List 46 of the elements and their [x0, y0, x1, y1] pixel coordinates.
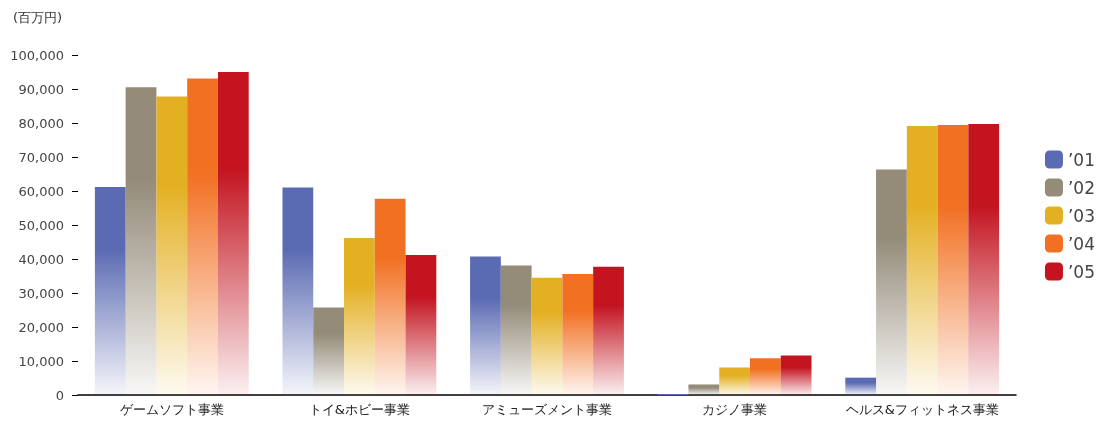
legend-label: ’04: [1067, 233, 1096, 254]
y-tick-label: 40,000: [18, 251, 64, 267]
y-tick-label: 20,000: [18, 319, 64, 335]
y-axis-title: (百万円): [13, 10, 63, 25]
bar: [125, 87, 157, 395]
legend-label: ’03: [1067, 205, 1096, 226]
bar: [374, 198, 406, 395]
y-tick-label: 80,000: [18, 115, 64, 131]
bar: [876, 169, 907, 395]
legend-label: ’05: [1067, 261, 1096, 282]
bar: [344, 237, 375, 395]
y-tick-label: 70,000: [18, 149, 64, 165]
legend-label: ’01: [1067, 149, 1096, 170]
bar: [156, 96, 188, 395]
y-tick-label: 90,000: [18, 81, 64, 97]
bar: [405, 254, 437, 395]
y-tick-label: 60,000: [18, 183, 64, 199]
bar: [968, 124, 1000, 395]
bar: [94, 186, 126, 395]
x-tick-label: トイ&ホビー事業: [308, 402, 410, 417]
bar: [187, 78, 218, 395]
bar: [313, 307, 345, 395]
y-tick-label: 100,000: [10, 47, 64, 63]
x-tick-label: アミューズメント事業: [482, 402, 612, 417]
bar: [845, 377, 877, 395]
bar: [217, 72, 249, 395]
bar: [562, 273, 594, 395]
bar: [719, 367, 750, 395]
y-tick-label: 50,000: [18, 217, 64, 233]
bar: [593, 266, 624, 395]
bar: [470, 256, 501, 395]
x-tick-label: ヘルス&フィットネス事業: [845, 402, 999, 417]
y-tick-label: 30,000: [18, 285, 64, 301]
bar: [937, 125, 969, 395]
x-tick-label: カジノ事業: [702, 402, 768, 417]
bar: [282, 187, 314, 395]
bar: [500, 265, 532, 395]
x-tick-label: ゲームソフト事業: [119, 402, 224, 417]
legend-label: ’02: [1067, 177, 1096, 198]
y-tick-label: 10,000: [18, 353, 64, 369]
bar: [531, 277, 563, 395]
bar: [780, 355, 812, 395]
bar: [749, 358, 781, 395]
bar: [906, 126, 938, 395]
y-tick-label: 0: [55, 387, 64, 403]
bar: [688, 384, 720, 395]
